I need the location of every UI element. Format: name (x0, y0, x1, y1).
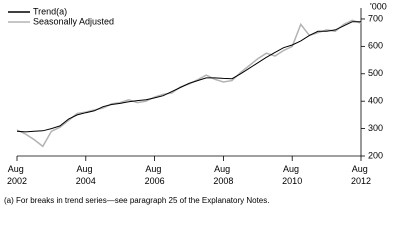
y-unit: '000 (370, 1, 387, 11)
y-tick-label: 300 (368, 123, 383, 133)
chart: '000 (a) For breaks in trend series—see … (4, 1, 387, 205)
y-tick-label: 200 (368, 150, 383, 160)
series-line (16, 21, 361, 133)
y-tick-label: 500 (368, 68, 383, 78)
legend-label: Seasonally Adjusted (33, 16, 114, 26)
footnote: (a) For breaks in trend series—see parag… (4, 196, 269, 205)
y-tick-label: 400 (368, 96, 383, 106)
legend-label: Trend(a) (33, 6, 67, 16)
y-tick-label: 700 (368, 13, 383, 23)
x-tick-label: Aug 2002 (7, 164, 27, 186)
x-tick-label: Aug 2008 (213, 164, 233, 186)
x-tick-label: Aug 2012 (351, 164, 371, 186)
x-tick-label: Aug 2006 (145, 164, 165, 186)
x-tick-label: Aug 2004 (76, 164, 96, 186)
x-tick-label: Aug 2010 (282, 164, 302, 186)
y-tick-label: 600 (368, 41, 383, 51)
